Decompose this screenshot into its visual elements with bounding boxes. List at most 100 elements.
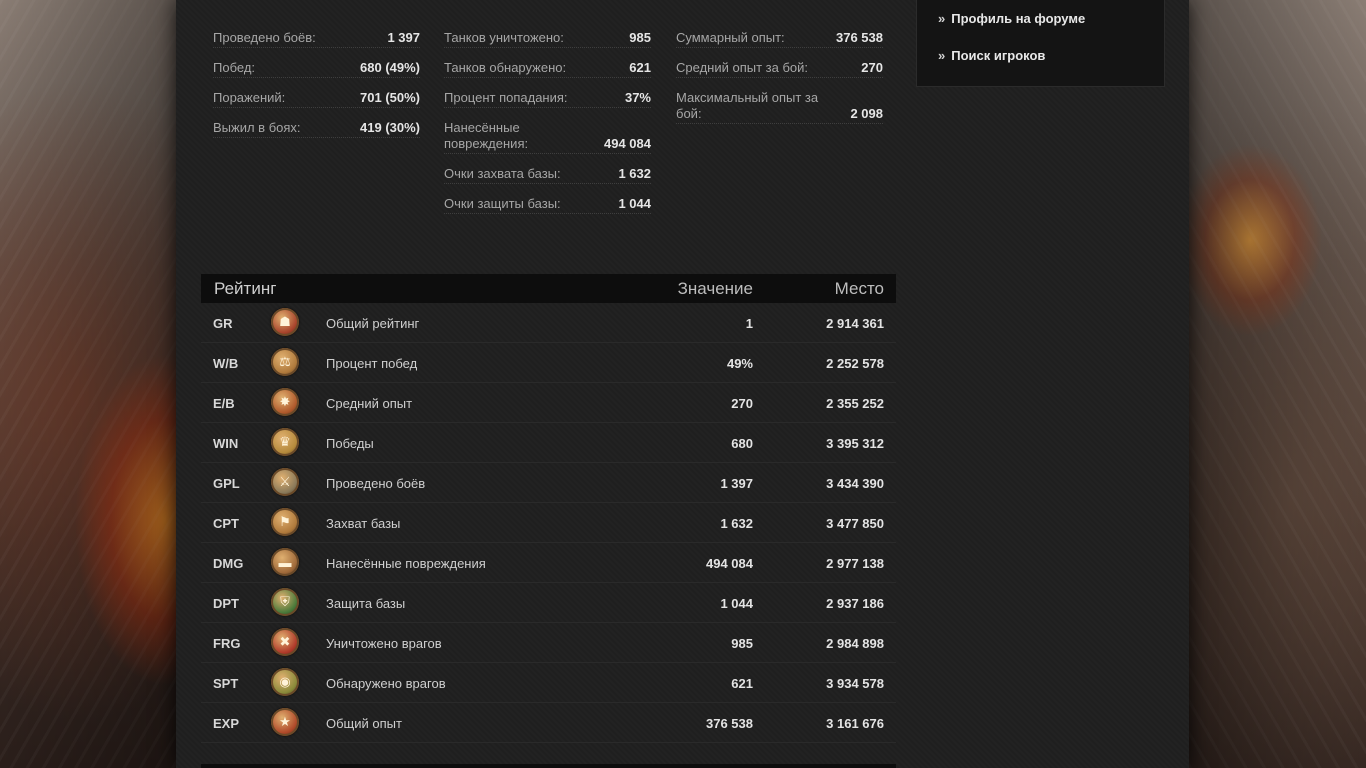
stat-label: Очки захвата базы: (444, 166, 561, 181)
rating-name: Общий опыт (326, 716, 402, 731)
red-star-icon: ★ (271, 708, 299, 736)
stat-value: 1 044 (618, 196, 651, 211)
rating-name: Процент побед (326, 356, 418, 371)
rating-name: Победы (326, 436, 374, 451)
stats-column-experience: Суммарный опыт: 376 538 Средний опыт за б… (676, 26, 883, 132)
rating-row-w-b: W/B ⚖ Процент побед 49% 2 252 578 (201, 343, 896, 383)
stat-row: Процент попадания: 37% (444, 86, 651, 108)
stat-value: 1 632 (618, 166, 651, 181)
stat-row: Танков уничтожено: 985 (444, 26, 651, 48)
rating-name: Средний опыт (326, 396, 413, 411)
rating-rows: GR ☗ Общий рейтинг 1 2 914 361 W/B ⚖ Процент по… (201, 303, 896, 743)
rating-place: 2 937 186 (826, 596, 884, 611)
stat-row: Поражений: 701 (50%) (213, 86, 420, 108)
stat-value: 419 (30%) (360, 120, 420, 135)
rating-place: 2 914 361 (826, 316, 884, 331)
rating-name: Проведено боёв (326, 476, 426, 491)
chevron-right-icon: » (938, 11, 945, 26)
rating-row-e-b: E/B ✸ Средний опыт 270 2 355 252 (201, 383, 896, 423)
player-search-link[interactable]: » Поиск игроков (938, 48, 1045, 63)
chevron-right-icon: » (938, 48, 945, 63)
stat-label: Очки защиты базы: (444, 196, 561, 211)
stat-value: 680 (49%) (360, 60, 420, 75)
rating-row-exp: EXP ★ Общий опыт 376 538 3 161 676 (201, 703, 896, 743)
next-section-edge (201, 764, 896, 768)
stat-row: Максимальный опыт за бой: 2 098 (676, 86, 883, 124)
rating-code: DMG (213, 556, 244, 571)
stats-column-battles: Проведено боёв: 1 397 Побед: 680 (49%) Пор… (213, 26, 420, 146)
rating-place: 3 395 312 (826, 436, 884, 451)
stat-value: 270 (861, 60, 883, 75)
stat-label: Проведено боёв: (213, 30, 316, 45)
rating-place: 3 934 578 (826, 676, 884, 691)
helmet-icon: ☗ (271, 308, 299, 336)
stat-label: Максимальный опыт за бой: (676, 90, 819, 121)
stat-value: 701 (50%) (360, 90, 420, 105)
stat-label: Суммарный опыт: (676, 30, 785, 45)
main-content-panel (176, 0, 1189, 768)
rating-row-gpl: GPL ⚔ Проведено боёв 1 397 3 434 390 (201, 463, 896, 503)
stat-row: Выжил в боях: 419 (30%) (213, 116, 420, 138)
stat-row: Побед: 680 (49%) (213, 56, 420, 78)
rating-table-header: Рейтинг Значение Место (201, 274, 896, 303)
stat-value: 376 538 (836, 30, 883, 45)
star-burst-icon: ✸ (271, 388, 299, 416)
rating-place: 2 252 578 (826, 356, 884, 371)
stat-label: Средний опыт за бой: (676, 60, 808, 75)
stat-value: 2 098 (850, 106, 883, 121)
rating-row-spt: SPT ◉ Обнаружено врагов 621 3 934 578 (201, 663, 896, 703)
rating-code: GR (213, 316, 233, 331)
stat-label: Нанесённые повреждения: (444, 120, 529, 151)
rating-row-frg: FRG ✖ Уничтожено врагов 985 2 984 898 (201, 623, 896, 663)
stat-value: 494 084 (604, 136, 651, 151)
stat-row: Очки захвата базы: 1 632 (444, 162, 651, 184)
stat-row: Средний опыт за бой: 270 (676, 56, 883, 78)
stat-label: Выжил в боях: (213, 120, 301, 135)
stat-label: Поражений: (213, 90, 286, 105)
rating-name: Общий рейтинг (326, 316, 420, 331)
background-art-right (1189, 0, 1366, 768)
rating-place: 2 977 138 (826, 556, 884, 571)
forum-profile-link[interactable]: » Профиль на форуме (938, 11, 1085, 26)
rating-row-dmg: DMG ▬ Нанесённые повреждения 494 084 2 977 1… (201, 543, 896, 583)
stat-row: Очки защиты базы: 1 044 (444, 192, 651, 214)
stat-label: Танков уничтожено: (444, 30, 564, 45)
rating-name: Захват базы (326, 516, 401, 531)
rating-value: 1 (745, 316, 753, 331)
stat-label: Побед: (213, 60, 256, 75)
tank-icon: ▬ (271, 548, 299, 576)
rating-code: FRG (213, 636, 241, 651)
flag-icon: ⚑ (271, 508, 299, 536)
rating-value: 376 538 (706, 716, 753, 731)
player-search-label: Поиск игроков (951, 48, 1046, 63)
binoculars-icon: ◉ (271, 668, 299, 696)
rating-place: 2 355 252 (826, 396, 884, 411)
stat-row: Суммарный опыт: 376 538 (676, 26, 883, 48)
rating-title: Рейтинг (214, 279, 277, 298)
stat-value: 37% (624, 90, 651, 105)
rating-code: DPT (213, 596, 239, 611)
rating-code: SPT (213, 676, 239, 691)
background-art-left (0, 0, 176, 768)
rating-code: CPT (213, 516, 239, 531)
stats-column-combat: Танков уничтожено: 985 Танков обнаружено:… (444, 26, 651, 222)
rating-value: 49% (726, 356, 753, 371)
stat-value: 1 397 (387, 30, 420, 45)
rating-value: 1 632 (720, 516, 753, 531)
rating-code: WIN (213, 436, 239, 451)
stat-label: Процент попадания: (444, 90, 568, 105)
rating-value: 494 084 (706, 556, 753, 571)
rating-place: 3 161 676 (826, 716, 884, 731)
value-column-header: Значение (677, 279, 753, 298)
stat-row: Проведено боёв: 1 397 (213, 26, 420, 48)
rating-name: Защита базы (326, 596, 406, 611)
place-column-header: Место (834, 279, 884, 298)
rating-place: 3 434 390 (826, 476, 884, 491)
rating-value: 621 (731, 676, 753, 691)
rating-code: E/B (213, 396, 235, 411)
rating-place: 3 477 850 (826, 516, 884, 531)
crossed-swords-icon: ⚔ (271, 468, 299, 496)
forum-profile-label: Профиль на форуме (951, 11, 1086, 26)
stat-label: Танков обнаружено: (444, 60, 567, 75)
stat-row: Танков обнаружено: 621 (444, 56, 651, 78)
